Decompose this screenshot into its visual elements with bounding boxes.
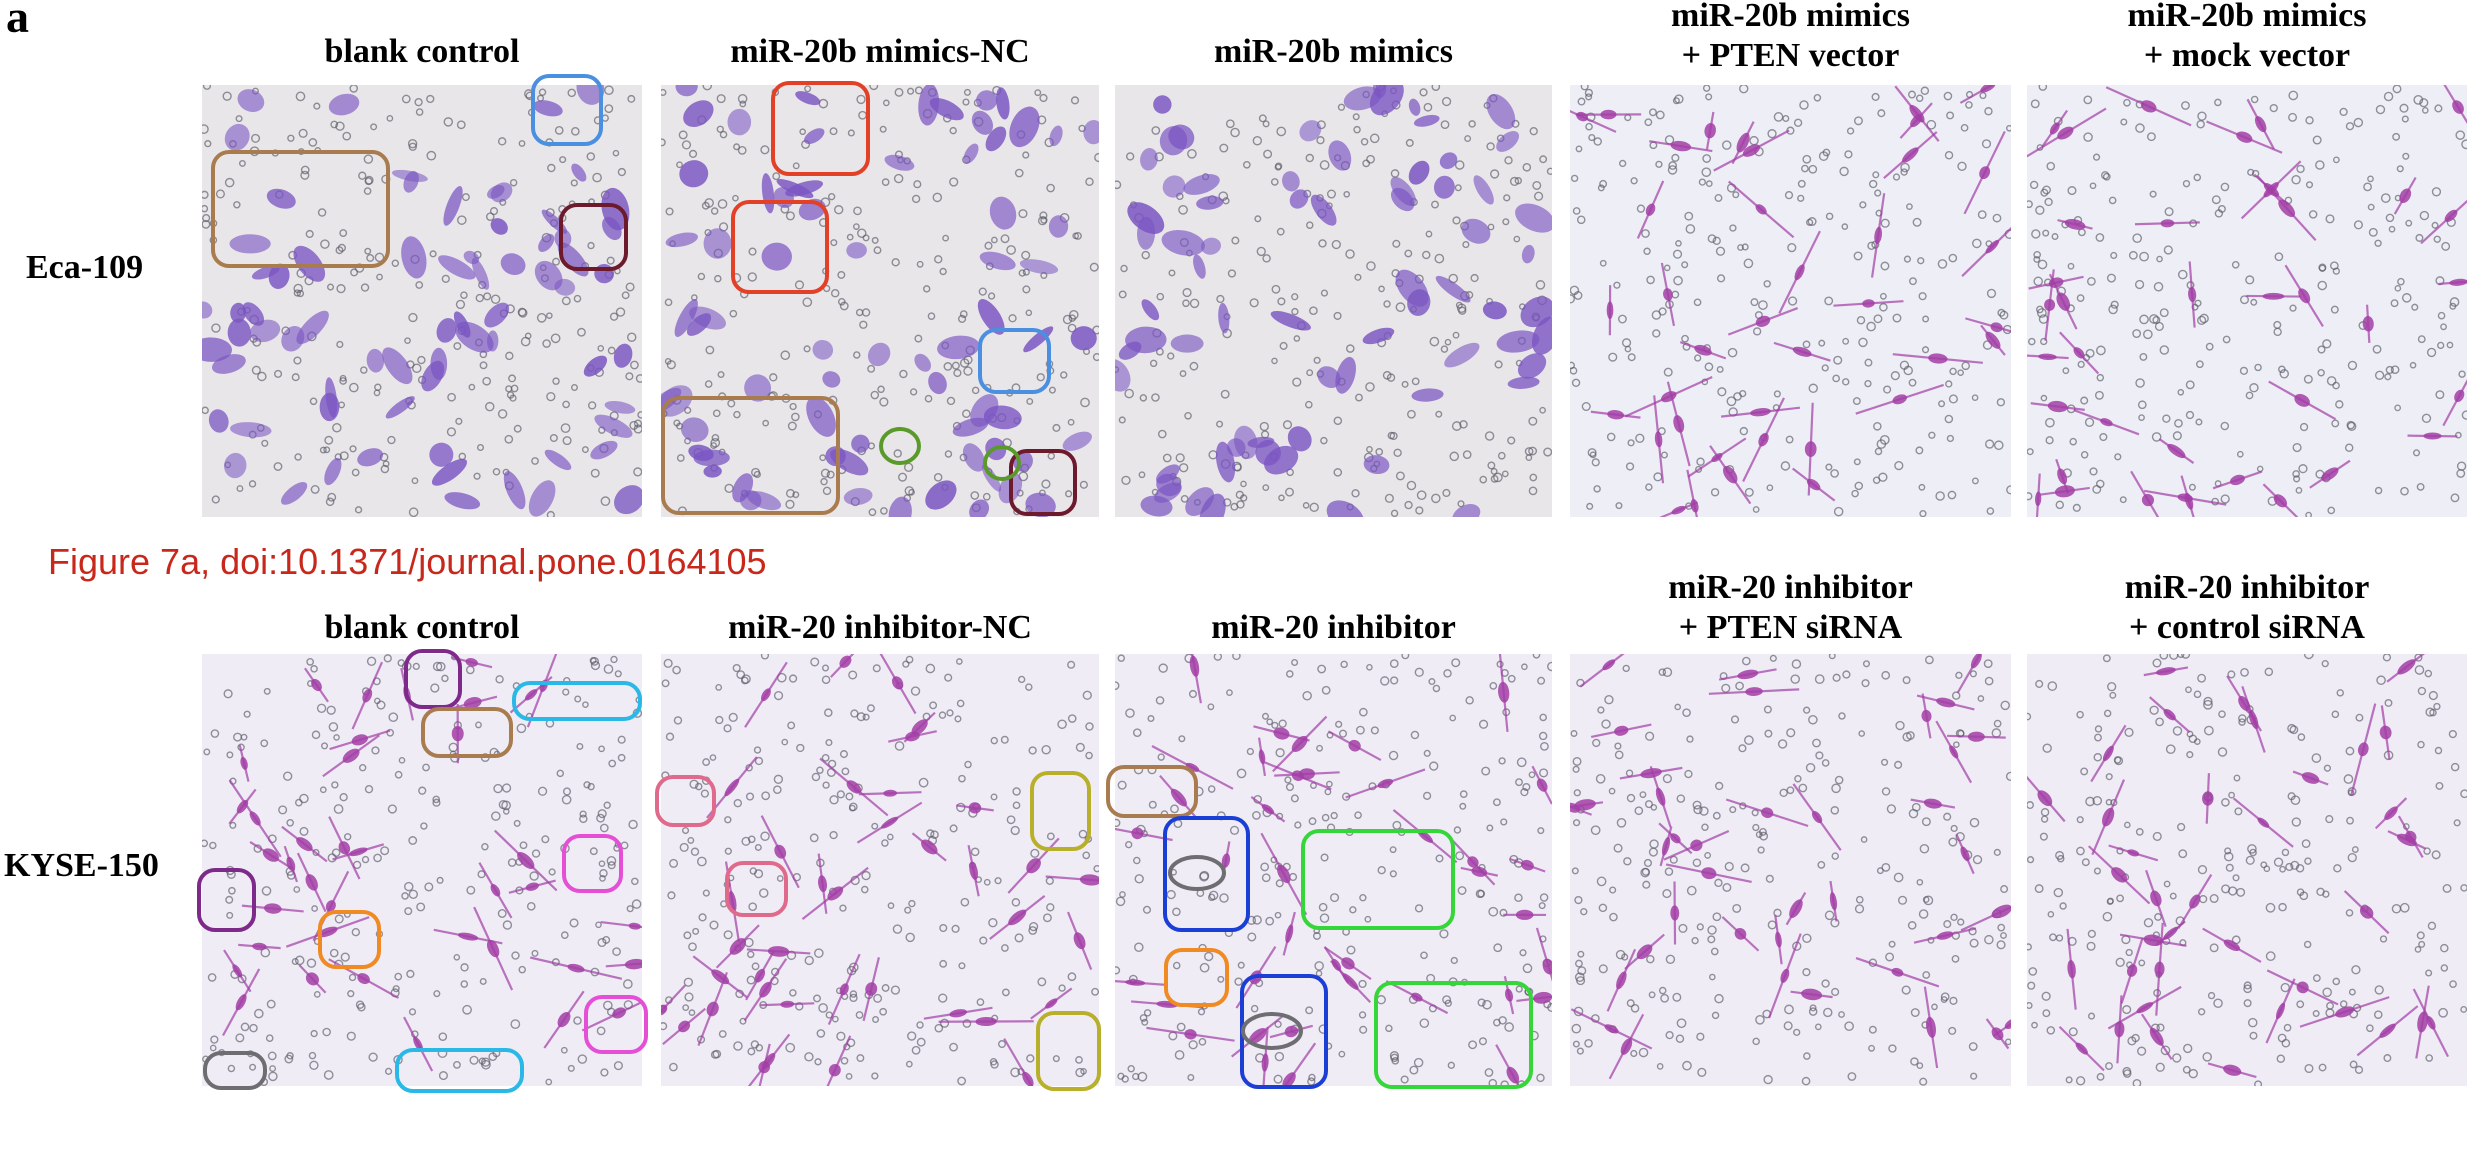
panel-background: [1570, 85, 2011, 517]
column-title: blank control: [325, 609, 520, 646]
panel-background: [1570, 654, 2011, 1086]
micrograph-panel: [1570, 654, 2011, 1086]
highlight-box: [512, 681, 642, 721]
highlight-box: [1301, 829, 1455, 930]
column-title: blank control: [325, 33, 520, 70]
panel-background: [2027, 85, 2467, 517]
micrograph-panel: [2027, 85, 2467, 517]
micrograph-panel: [1115, 654, 1552, 1086]
row-label: KYSE-150: [4, 847, 159, 884]
highlight-circle: [983, 445, 1021, 481]
panel-letter: a: [6, 0, 29, 42]
micrograph-panel: [1570, 85, 2011, 517]
micrograph-panel: [661, 654, 1099, 1086]
micrograph-panel: [1115, 85, 1552, 517]
highlight-box: [725, 861, 788, 917]
highlight-box: [731, 200, 829, 294]
highlight-box: [661, 396, 840, 515]
highlight-box: [978, 328, 1051, 394]
annotation-boxes: [197, 74, 1533, 1093]
column-title: miR-20 inhibitor + PTEN siRNA: [1668, 569, 1913, 646]
highlight-box: [211, 150, 390, 268]
micrograph-panel: [2027, 654, 2467, 1086]
highlight-box: [655, 775, 716, 827]
panel-background: [202, 85, 642, 517]
highlight-box: [559, 203, 628, 271]
highlight-box: [584, 995, 648, 1054]
highlight-box: [203, 1051, 267, 1090]
highlight-box: [197, 868, 256, 932]
column-title: miR-20 inhibitor + control siRNA: [2125, 569, 2370, 646]
highlight-box: [1030, 771, 1091, 851]
micrograph-panels: [202, 85, 2467, 1086]
highlight-box: [531, 74, 603, 146]
figure-caption: Figure 7a, doi:10.1371/journal.pone.0164…: [48, 541, 767, 582]
highlight-box: [771, 81, 870, 176]
column-title: miR-20b mimics + mock vector: [2128, 0, 2367, 74]
highlight-circle: [879, 427, 921, 465]
row-labels: Eca-109 KYSE-150: [4, 249, 159, 884]
highlight-box: [1374, 981, 1533, 1089]
column-title: miR-20b mimics-NC: [730, 33, 1029, 70]
micrograph-panel: [661, 85, 1099, 517]
row-label: Eca-109: [26, 249, 143, 286]
highlight-box: [1163, 816, 1250, 932]
highlight-box: [404, 649, 462, 709]
micrograph-panel: [202, 85, 642, 517]
column-title: miR-20b mimics + PTEN vector: [1671, 0, 1910, 74]
highlight-box: [395, 1048, 524, 1093]
highlight-box: [562, 834, 623, 893]
column-title: miR-20 inhibitor: [1211, 609, 1456, 646]
highlight-box: [1164, 948, 1229, 1007]
highlight-circle: [1241, 1012, 1303, 1050]
highlight-box: [318, 910, 381, 969]
highlight-circle: [1168, 855, 1226, 891]
highlight-box: [1106, 765, 1198, 818]
column-titles: blank control miR-20b mimics-NC miR-20b mi…: [325, 0, 2370, 646]
panel-background: [1115, 654, 1552, 1086]
highlight-box: [421, 707, 513, 758]
highlight-box: [1036, 1011, 1101, 1091]
column-title: miR-20b mimics: [1214, 33, 1453, 70]
highlight-box: [1009, 449, 1077, 516]
column-title: miR-20 inhibitor-NC: [728, 609, 1032, 646]
